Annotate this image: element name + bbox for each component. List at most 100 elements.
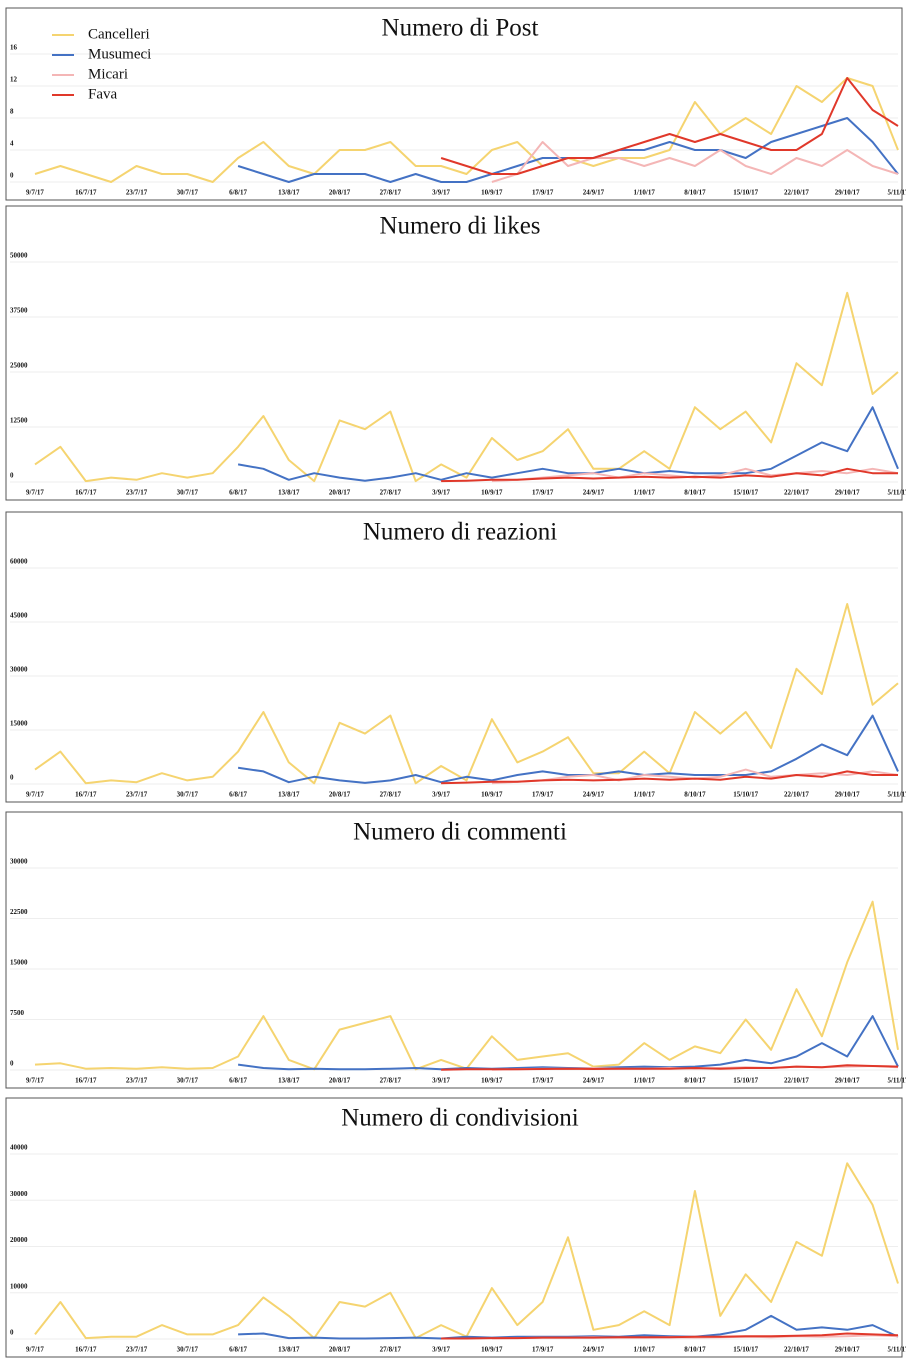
x-tick-label: 8/10/17 bbox=[684, 489, 706, 497]
series-line bbox=[441, 1064, 899, 1071]
x-tick-label: 20/8/17 bbox=[329, 1346, 351, 1354]
x-tick-label: 13/8/17 bbox=[278, 489, 300, 497]
chart-title: Numero di Post bbox=[382, 15, 539, 42]
x-tick-label: 29/10/17 bbox=[835, 189, 860, 197]
x-tick-label: 22/10/17 bbox=[784, 489, 809, 497]
x-tick-label: 16/7/17 bbox=[75, 1346, 97, 1354]
x-tick-label: 29/10/17 bbox=[835, 1346, 860, 1354]
x-tick-label: 6/8/17 bbox=[229, 189, 247, 197]
x-tick-label: 16/7/17 bbox=[75, 189, 97, 197]
y-tick-label: 15000 bbox=[10, 959, 28, 967]
x-tick-label: 23/7/17 bbox=[126, 189, 148, 197]
y-tick-label: 10000 bbox=[10, 1282, 28, 1290]
x-tick-label: 6/8/17 bbox=[229, 489, 247, 497]
x-tick-label: 15/10/17 bbox=[733, 1077, 758, 1085]
x-tick-label: 24/9/17 bbox=[583, 791, 605, 799]
x-tick-label: 13/8/17 bbox=[278, 1346, 300, 1354]
x-tick-label: 8/10/17 bbox=[684, 189, 706, 197]
x-tick-label: 23/7/17 bbox=[126, 1077, 148, 1085]
series-line bbox=[34, 603, 899, 785]
x-tick-label: 30/7/17 bbox=[177, 1346, 199, 1354]
x-tick-label: 17/9/17 bbox=[532, 1077, 554, 1085]
chart-frame bbox=[5, 1097, 903, 1358]
chart-title: Numero di commenti bbox=[353, 819, 567, 846]
legend-label: Musumeci bbox=[88, 46, 151, 62]
x-tick-label: 6/8/17 bbox=[229, 791, 247, 799]
series-line bbox=[237, 406, 899, 482]
x-tick-label: 30/7/17 bbox=[177, 791, 199, 799]
series-line bbox=[34, 77, 899, 183]
y-tick-label: 16 bbox=[10, 44, 18, 52]
chart-title: Numero di condivisioni bbox=[341, 1105, 579, 1132]
x-tick-label: 15/10/17 bbox=[733, 1346, 758, 1354]
x-tick-label: 5/11/17 bbox=[887, 189, 906, 197]
x-tick-label: 16/7/17 bbox=[75, 791, 97, 799]
y-tick-label: 12500 bbox=[10, 417, 28, 425]
chart-title: Numero di reazioni bbox=[363, 519, 557, 546]
x-tick-label: 20/8/17 bbox=[329, 489, 351, 497]
y-tick-label: 37500 bbox=[10, 307, 28, 315]
x-tick-label: 3/9/17 bbox=[432, 489, 450, 497]
y-tick-label: 4 bbox=[10, 140, 14, 148]
x-tick-label: 9/7/17 bbox=[26, 189, 44, 197]
y-tick-label: 20000 bbox=[10, 1236, 28, 1244]
y-tick-label: 0 bbox=[10, 1060, 14, 1068]
y-tick-label: 45000 bbox=[10, 612, 28, 620]
x-tick-label: 1/10/17 bbox=[633, 489, 655, 497]
x-tick-label: 3/9/17 bbox=[432, 189, 450, 197]
x-tick-label: 9/7/17 bbox=[26, 791, 44, 799]
legend-label: Cancelleri bbox=[88, 26, 150, 42]
y-tick-label: 50000 bbox=[10, 252, 28, 260]
x-tick-label: 27/8/17 bbox=[380, 189, 402, 197]
x-tick-label: 16/7/17 bbox=[75, 1077, 97, 1085]
y-tick-label: 22500 bbox=[10, 908, 28, 916]
x-tick-label: 9/7/17 bbox=[26, 489, 44, 497]
legend-label: Micari bbox=[88, 66, 128, 82]
series-line bbox=[237, 714, 899, 784]
x-tick-label: 27/8/17 bbox=[380, 791, 402, 799]
x-tick-label: 3/9/17 bbox=[432, 1346, 450, 1354]
x-tick-label: 10/9/17 bbox=[481, 791, 503, 799]
y-tick-label: 7500 bbox=[10, 1009, 25, 1017]
x-tick-label: 10/9/17 bbox=[481, 1346, 503, 1354]
y-tick-label: 30000 bbox=[10, 1190, 28, 1198]
x-tick-label: 17/9/17 bbox=[532, 189, 554, 197]
x-tick-label: 15/10/17 bbox=[733, 189, 758, 197]
x-tick-label: 30/7/17 bbox=[177, 1077, 199, 1085]
chart-frame bbox=[5, 511, 903, 803]
y-tick-label: 60000 bbox=[10, 558, 28, 566]
series-line bbox=[441, 467, 898, 483]
x-tick-label: 17/9/17 bbox=[532, 489, 554, 497]
y-tick-label: 0 bbox=[10, 472, 14, 480]
x-tick-label: 8/10/17 bbox=[684, 1077, 706, 1085]
chart-title: Numero di likes bbox=[379, 213, 540, 240]
x-tick-label: 15/10/17 bbox=[733, 489, 758, 497]
x-tick-label: 27/8/17 bbox=[380, 1346, 402, 1354]
x-tick-label: 5/11/17 bbox=[887, 791, 906, 799]
x-tick-label: 24/9/17 bbox=[583, 489, 605, 497]
x-tick-label: 1/10/17 bbox=[633, 791, 655, 799]
x-tick-label: 23/7/17 bbox=[126, 791, 148, 799]
x-tick-label: 1/10/17 bbox=[633, 189, 655, 197]
chart-frame bbox=[5, 205, 903, 501]
y-tick-label: 40000 bbox=[10, 1144, 28, 1152]
x-tick-label: 13/8/17 bbox=[278, 791, 300, 799]
y-tick-label: 12 bbox=[10, 76, 18, 84]
x-tick-label: 24/9/17 bbox=[583, 1077, 605, 1085]
y-tick-label: 0 bbox=[10, 774, 14, 782]
x-tick-label: 9/7/17 bbox=[26, 1077, 44, 1085]
y-tick-label: 25000 bbox=[10, 362, 28, 370]
x-tick-label: 1/10/17 bbox=[633, 1077, 655, 1085]
x-tick-label: 8/10/17 bbox=[684, 791, 706, 799]
x-tick-label: 22/10/17 bbox=[784, 1346, 809, 1354]
x-tick-label: 6/8/17 bbox=[229, 1077, 247, 1085]
y-tick-label: 30000 bbox=[10, 666, 28, 674]
x-tick-label: 5/11/17 bbox=[887, 1077, 906, 1085]
y-tick-label: 0 bbox=[10, 172, 14, 180]
x-tick-label: 8/10/17 bbox=[684, 1346, 706, 1354]
series-line bbox=[441, 770, 898, 785]
x-tick-label: 23/7/17 bbox=[126, 489, 148, 497]
y-tick-label: 8 bbox=[10, 108, 14, 116]
x-tick-label: 27/8/17 bbox=[380, 489, 402, 497]
x-tick-label: 5/11/17 bbox=[887, 1346, 906, 1354]
